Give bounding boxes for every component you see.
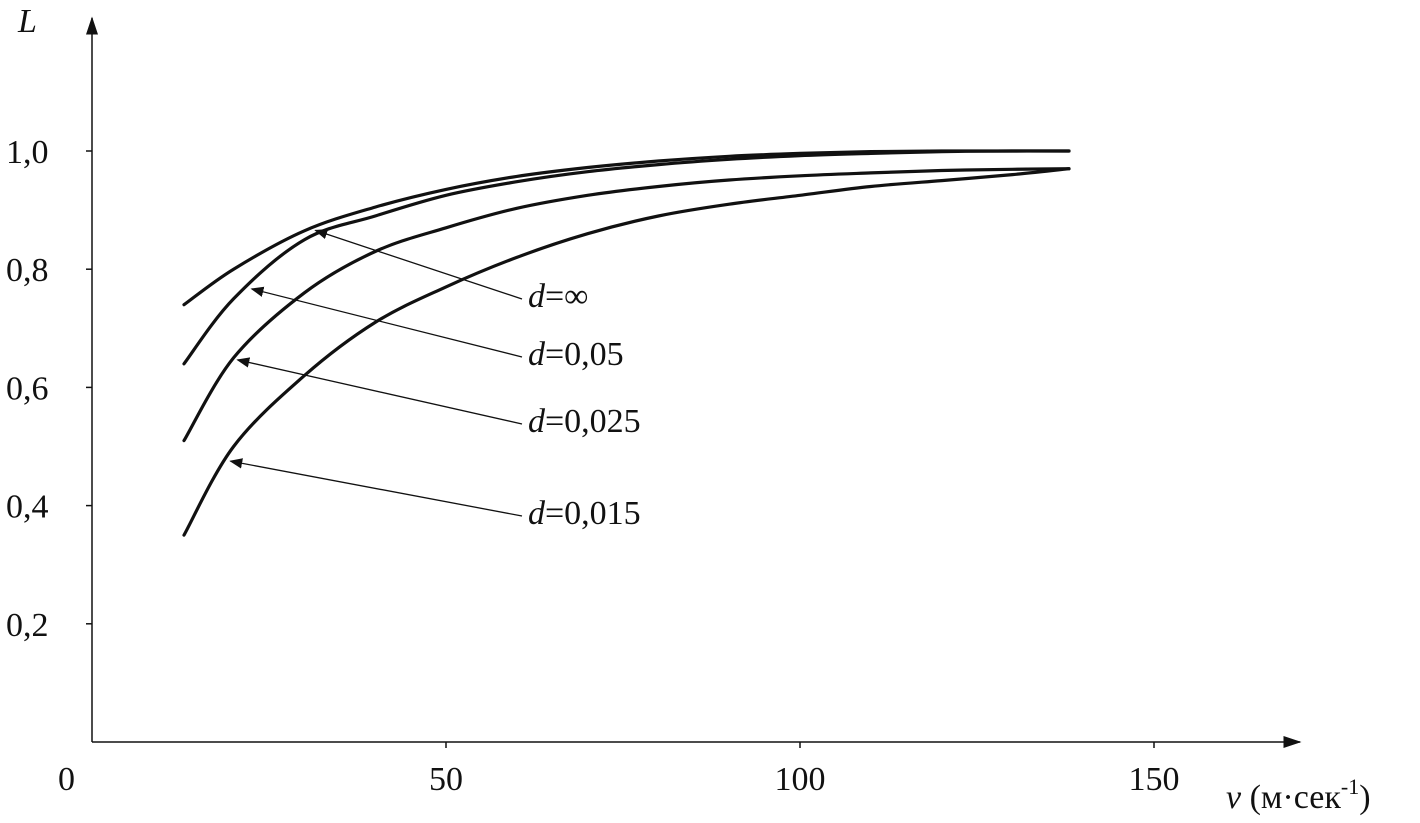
x-axis-title-unit-open: (м·сек [1241,779,1341,816]
series-label: d=0,05 [528,336,624,373]
x-tick-label: 50 [429,761,463,798]
x-tick-label: 100 [775,761,826,798]
series-leader-arrow [229,458,523,517]
series-leader-arrow [236,357,523,425]
y-tick-label: 0,4 [6,489,49,526]
x-axis-title: v (м·сек-1) [1226,774,1371,816]
x-tick-label: 150 [1129,761,1180,798]
series-line [182,167,1071,537]
x-axis-title-var: v [1226,779,1242,816]
x-tick-label: 0 [58,761,75,798]
tick-group: 0,2 0,4 0,6 0,8 1,0 0 50 100 150 [6,134,1180,798]
y-tick-label: 0,8 [6,252,49,289]
y-tick-label: 0,6 [6,370,49,407]
series-leader-arrow [314,229,523,300]
series-line [182,149,1071,366]
y-axis-title: L [17,3,37,40]
x-axis-title-unit-sup: -1 [1341,774,1359,799]
series-leader-arrow [250,286,523,358]
y-tick-label: 0,2 [6,607,49,644]
series-line [182,149,1071,307]
series-label: d=∞ [528,278,588,315]
y-tick-label: 1,0 [6,134,49,171]
series-line [182,167,1071,443]
x-axis-title-unit-close: ) [1359,779,1370,816]
series-label-group: d=∞ d=0,05 d=0,025 d=0,015 [229,229,641,532]
series-group [182,149,1071,537]
series-label: d=0,025 [528,403,641,440]
series-label: d=0,015 [528,495,641,532]
